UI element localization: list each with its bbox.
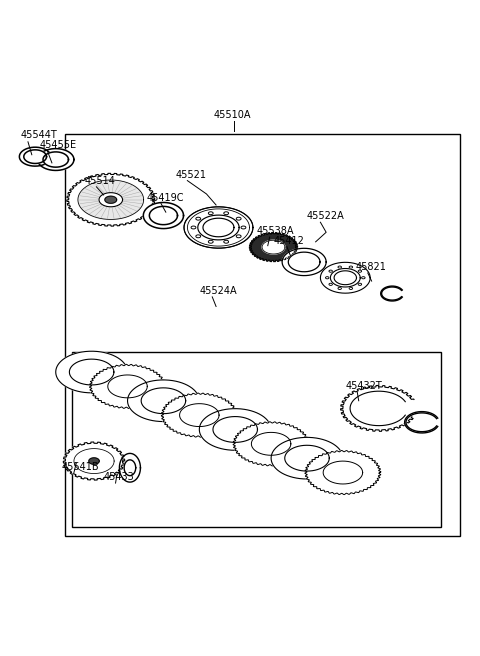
Polygon shape	[105, 196, 117, 203]
Text: 45433: 45433	[104, 472, 134, 482]
Ellipse shape	[236, 217, 241, 220]
Ellipse shape	[358, 283, 361, 285]
Ellipse shape	[224, 240, 228, 243]
Bar	[72, 352, 441, 527]
Polygon shape	[24, 150, 47, 163]
Polygon shape	[56, 351, 128, 393]
Polygon shape	[161, 393, 237, 437]
Bar	[65, 134, 460, 536]
Polygon shape	[108, 375, 147, 398]
Polygon shape	[78, 180, 144, 220]
Text: 45522A: 45522A	[307, 211, 345, 221]
Polygon shape	[233, 422, 309, 466]
Polygon shape	[305, 451, 381, 495]
Polygon shape	[323, 461, 363, 484]
Polygon shape	[19, 147, 51, 166]
Text: 45455E: 45455E	[40, 140, 77, 150]
Polygon shape	[213, 417, 257, 442]
Text: 45432T: 45432T	[345, 381, 382, 391]
Polygon shape	[120, 453, 141, 482]
Polygon shape	[43, 152, 69, 167]
Ellipse shape	[208, 212, 213, 215]
Ellipse shape	[329, 270, 333, 272]
Polygon shape	[37, 149, 74, 171]
Polygon shape	[89, 364, 166, 409]
Polygon shape	[128, 380, 199, 422]
Polygon shape	[67, 173, 155, 226]
Polygon shape	[285, 445, 329, 471]
Text: 45419C: 45419C	[147, 193, 184, 203]
Ellipse shape	[361, 277, 365, 279]
Polygon shape	[74, 449, 114, 474]
Polygon shape	[271, 438, 343, 479]
Text: 45521: 45521	[175, 170, 206, 180]
Ellipse shape	[224, 212, 228, 215]
Text: 45412: 45412	[274, 236, 305, 246]
Ellipse shape	[329, 283, 333, 285]
Polygon shape	[381, 286, 402, 301]
Ellipse shape	[241, 226, 246, 229]
Text: 45544T: 45544T	[21, 131, 58, 140]
Polygon shape	[203, 218, 234, 237]
Polygon shape	[70, 359, 114, 385]
Ellipse shape	[325, 277, 329, 279]
Polygon shape	[321, 262, 370, 293]
Polygon shape	[250, 233, 298, 262]
Ellipse shape	[236, 235, 241, 237]
Polygon shape	[184, 207, 253, 248]
Polygon shape	[141, 388, 186, 414]
Ellipse shape	[349, 266, 353, 268]
Ellipse shape	[191, 226, 196, 229]
Text: 45541B: 45541B	[62, 462, 99, 472]
Ellipse shape	[338, 266, 341, 268]
Text: 45538A: 45538A	[257, 226, 294, 236]
Polygon shape	[282, 249, 326, 276]
Polygon shape	[334, 271, 357, 285]
Polygon shape	[198, 215, 239, 240]
Ellipse shape	[196, 217, 201, 220]
Polygon shape	[262, 240, 285, 254]
Polygon shape	[252, 432, 291, 455]
Ellipse shape	[358, 270, 361, 272]
Text: 45524A: 45524A	[199, 286, 237, 296]
Polygon shape	[124, 460, 136, 476]
Text: 45510A: 45510A	[214, 110, 251, 120]
Polygon shape	[149, 207, 178, 224]
Polygon shape	[99, 193, 122, 207]
Polygon shape	[89, 458, 99, 464]
Polygon shape	[405, 411, 438, 433]
Text: 45821: 45821	[356, 262, 387, 272]
Polygon shape	[199, 409, 271, 450]
Polygon shape	[180, 403, 219, 426]
Polygon shape	[63, 442, 125, 480]
Ellipse shape	[338, 287, 341, 289]
Polygon shape	[341, 386, 414, 432]
Polygon shape	[330, 268, 360, 287]
Polygon shape	[288, 252, 320, 272]
Polygon shape	[144, 203, 183, 228]
Ellipse shape	[349, 287, 353, 289]
Text: 45514: 45514	[84, 176, 115, 186]
Ellipse shape	[208, 240, 213, 243]
Ellipse shape	[196, 235, 201, 237]
